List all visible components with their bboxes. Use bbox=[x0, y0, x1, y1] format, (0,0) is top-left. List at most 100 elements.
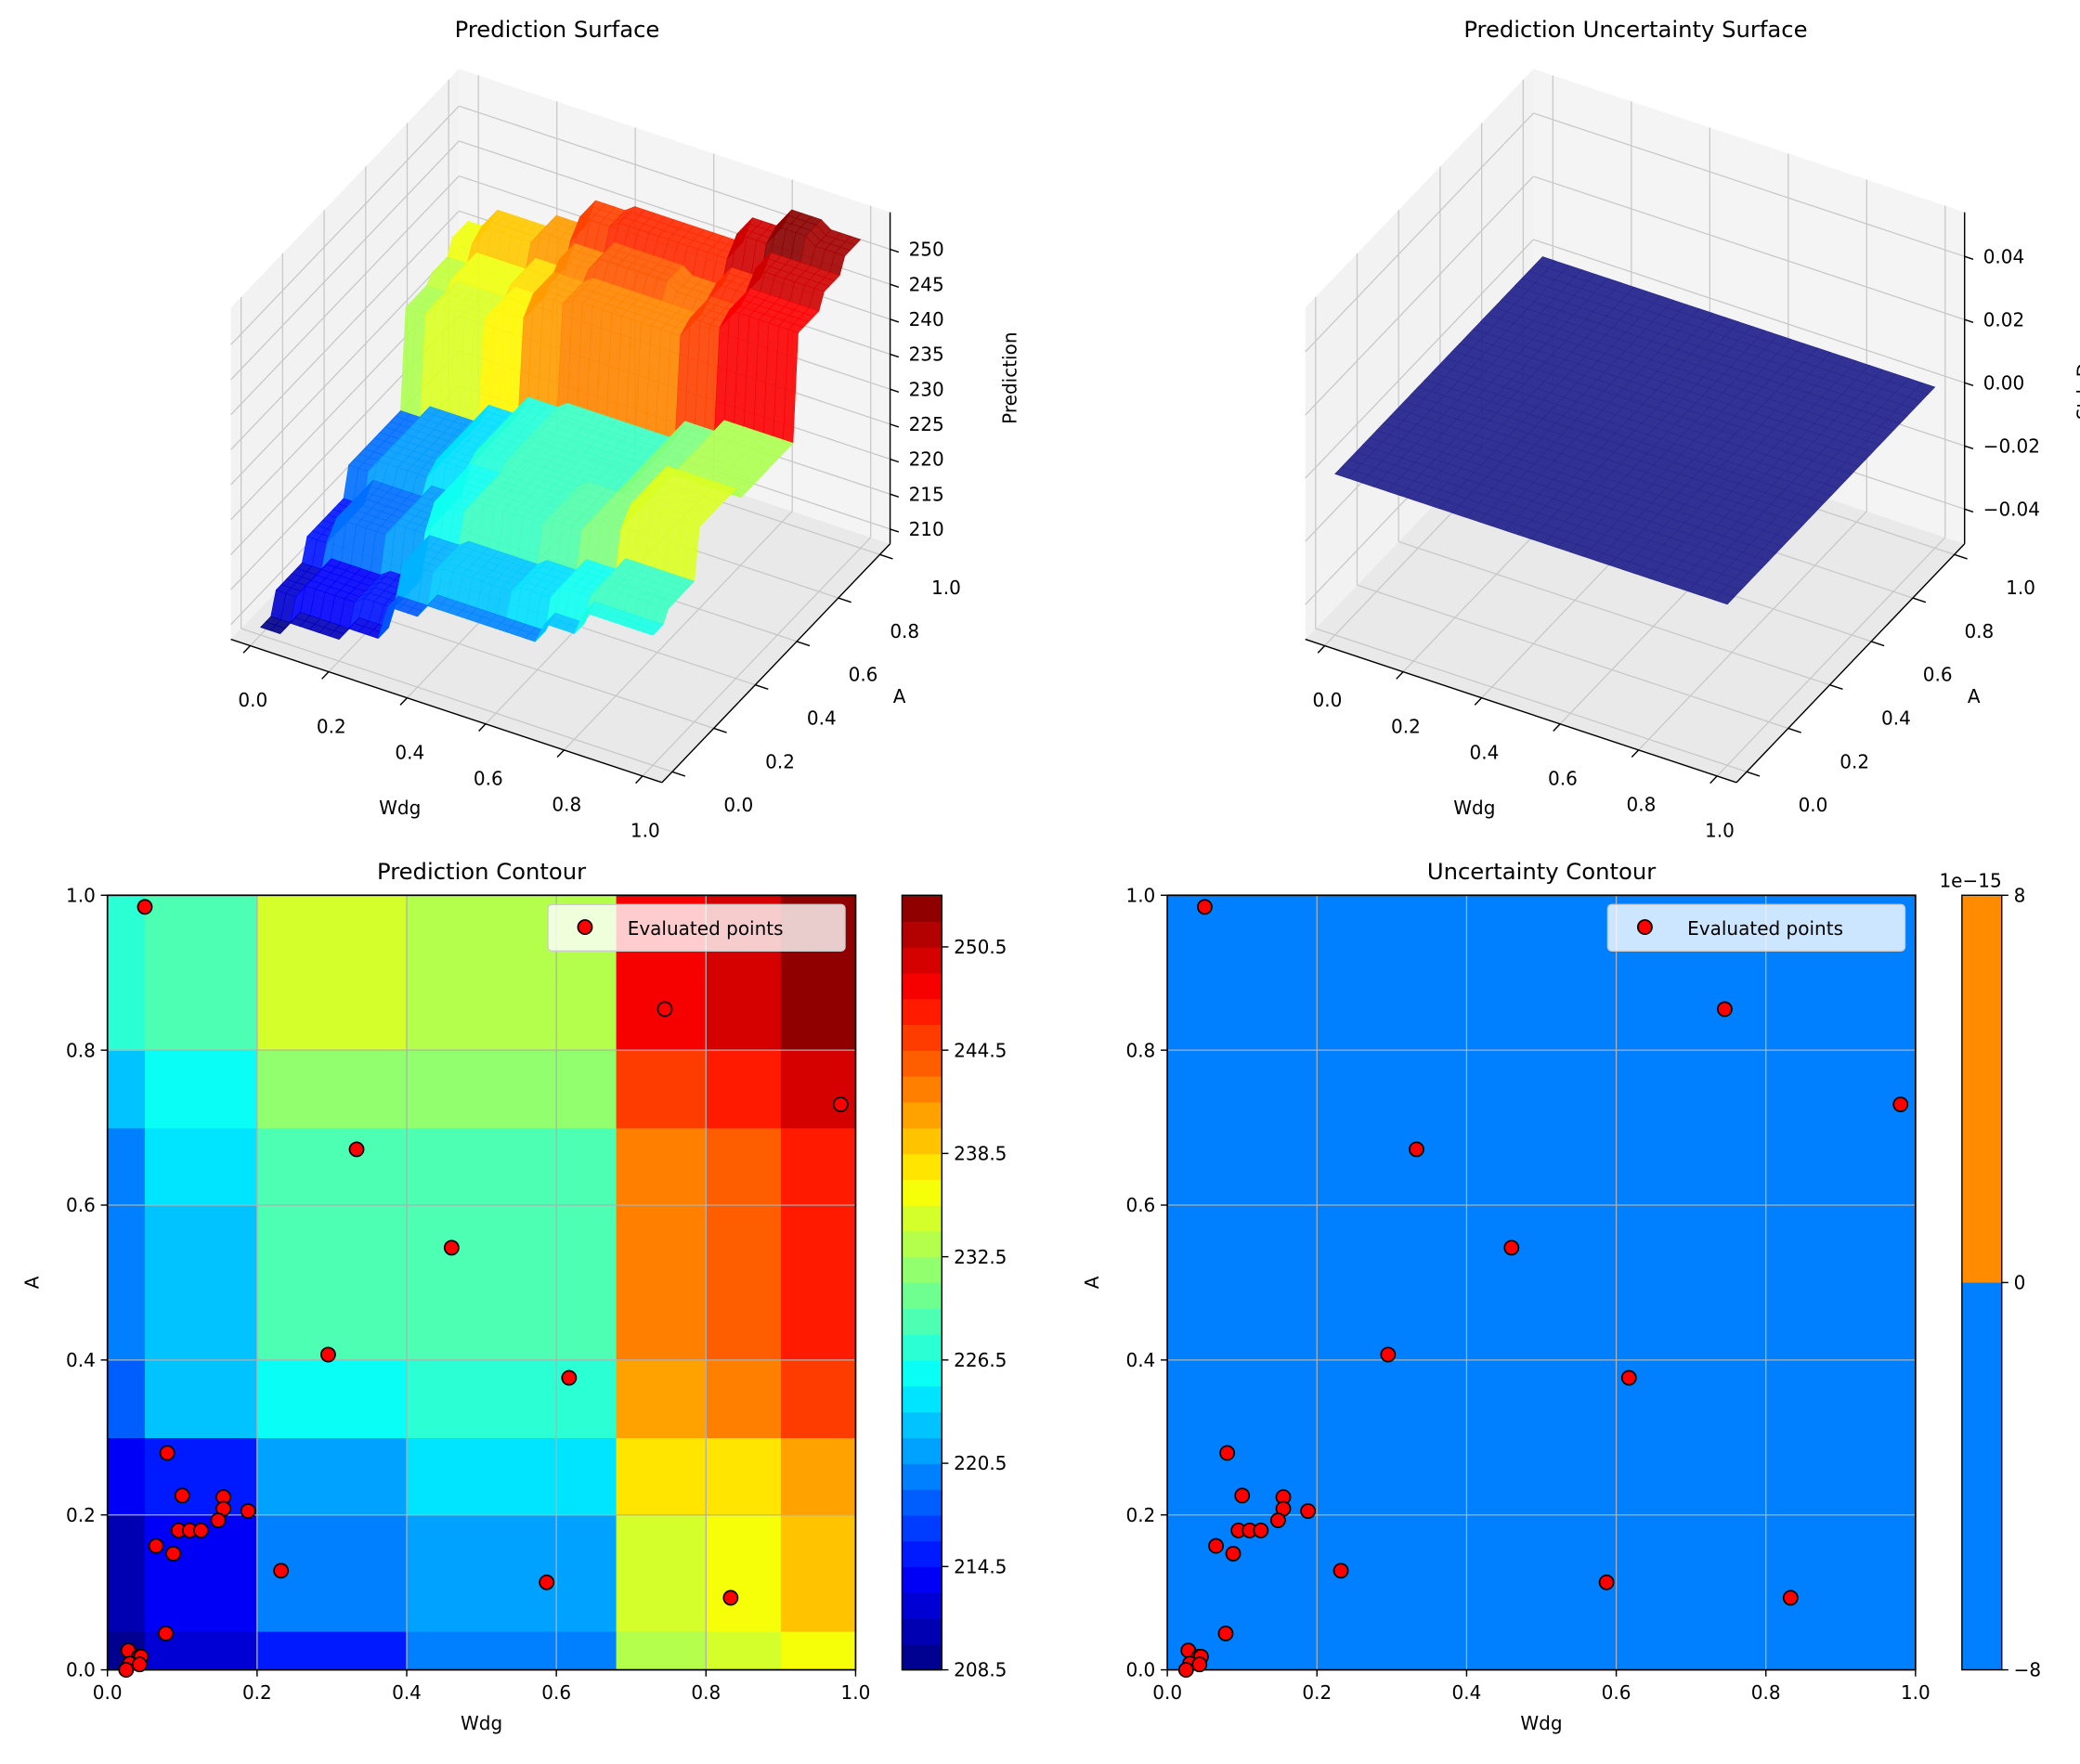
evaluated-point bbox=[1177, 1662, 1194, 1678]
colorbar-band bbox=[902, 1101, 942, 1129]
colorbar-tick-label: 250.5 bbox=[954, 936, 1007, 958]
colorbar-band bbox=[902, 1282, 942, 1309]
y-tick-label: 0.2 bbox=[765, 750, 795, 772]
evaluated-point bbox=[131, 1656, 148, 1673]
colorbar-tick-label: 238.5 bbox=[954, 1143, 1007, 1165]
x-tick-label: 0.6 bbox=[474, 767, 503, 789]
x-tick bbox=[399, 697, 408, 706]
z-tick bbox=[890, 458, 900, 463]
contour-region bbox=[107, 1205, 146, 1361]
grid-line bbox=[230, 140, 460, 381]
contour-region bbox=[616, 1514, 707, 1632]
y-tick bbox=[838, 597, 852, 603]
evaluated-point bbox=[240, 1503, 256, 1519]
z-tick bbox=[890, 423, 900, 428]
y-axis-line bbox=[661, 543, 891, 784]
evaluated-point bbox=[1300, 1503, 1317, 1519]
z-tick bbox=[1964, 508, 1974, 513]
y-tick-label: 0.8 bbox=[890, 620, 919, 642]
contour-region bbox=[780, 1205, 857, 1361]
evaluated-point bbox=[1219, 1445, 1236, 1461]
evaluated-point bbox=[158, 1625, 174, 1641]
y-tick-label: 0.2 bbox=[1840, 750, 1869, 772]
colorbar-band bbox=[902, 1385, 942, 1413]
contour-region bbox=[407, 1127, 618, 1206]
title-prediction-surface: Prediction Surface bbox=[455, 16, 660, 43]
contour-region bbox=[407, 1514, 618, 1632]
contour-region bbox=[256, 1630, 408, 1671]
z-tick bbox=[1964, 318, 1974, 323]
contour-region bbox=[616, 1630, 707, 1671]
grid-line bbox=[1398, 540, 1830, 686]
y-tick-label: 0.0 bbox=[1125, 1659, 1155, 1681]
evaluated-point bbox=[1332, 1563, 1349, 1579]
contour-region bbox=[616, 1359, 707, 1439]
contour-region bbox=[706, 972, 782, 1051]
contour-region bbox=[616, 1050, 707, 1129]
y-tick-label: 0.4 bbox=[1881, 707, 1911, 730]
contour-region bbox=[706, 1359, 782, 1439]
y-tick bbox=[1912, 597, 1927, 603]
legend-label: Evaluated points bbox=[1687, 917, 1843, 940]
evaluated-point bbox=[118, 1662, 135, 1678]
grid-line bbox=[1315, 628, 1748, 772]
title-uncertainty-contour: Uncertainty Contour bbox=[1427, 858, 1656, 885]
evaluated-point bbox=[319, 1346, 336, 1363]
y-tick-label: 1.0 bbox=[931, 577, 961, 599]
colorbar-tick-label: 226.5 bbox=[954, 1349, 1007, 1371]
contour-region bbox=[256, 895, 408, 974]
colorbar-exponent: 1e−15 bbox=[1939, 870, 2001, 892]
y-tick-label: 0.8 bbox=[1125, 1039, 1155, 1061]
colorbar-band bbox=[902, 1308, 942, 1335]
z-tick bbox=[890, 248, 900, 253]
x-tick bbox=[1631, 749, 1640, 759]
contour-region bbox=[706, 1630, 782, 1671]
x-tick-label: 0.4 bbox=[395, 741, 424, 763]
z-tick-label: 235 bbox=[909, 344, 944, 366]
y-axis-label: A bbox=[20, 1276, 43, 1289]
evaluated-point bbox=[1782, 1589, 1799, 1606]
colorbar-band bbox=[902, 1127, 942, 1155]
title-prediction-contour: Prediction Contour bbox=[377, 858, 586, 885]
z-tick bbox=[1964, 382, 1974, 387]
x-tick bbox=[1553, 723, 1561, 732]
contour-region bbox=[107, 1359, 146, 1439]
evaluated-point bbox=[148, 1537, 164, 1554]
contour-region bbox=[145, 1050, 258, 1129]
x-tick-label: 0.2 bbox=[1302, 1681, 1332, 1704]
evaluated-point bbox=[1892, 1096, 1909, 1112]
x-tick-label: 0.8 bbox=[691, 1681, 721, 1704]
prediction-surface-3d: 0.0 0.2 0.4 0.6 0.8 1.0 0.0 0.2 0.4 0.6 0.8 1.0 210 2… bbox=[230, 69, 1020, 842]
z-axis-label: Std. Dev. bbox=[2073, 336, 2080, 420]
evaluated-point bbox=[1269, 1512, 1286, 1528]
x-axis-label: Wdg bbox=[461, 1712, 502, 1734]
y-axis-label: A bbox=[1081, 1276, 1103, 1289]
x-tick-label: 0.8 bbox=[552, 794, 581, 816]
prediction-contour-plot: 0.0 0.2 0.4 0.6 0.8 1.0 0.0 0.2 0.4 0.6 0.8 1.0 Wdg A… bbox=[20, 884, 1007, 1733]
evaluated-point bbox=[210, 1512, 227, 1528]
z-tick bbox=[890, 493, 900, 498]
z-tick-label: 0.02 bbox=[1983, 308, 2025, 331]
colorbar-band bbox=[902, 1643, 942, 1671]
x-tick-label: 0.0 bbox=[1152, 1681, 1182, 1704]
colorbar-tick-label: 244.5 bbox=[954, 1039, 1007, 1061]
contour-region bbox=[616, 1127, 707, 1206]
z-tick-label: −0.02 bbox=[1983, 435, 2040, 457]
y-tick-label: 0.6 bbox=[1125, 1194, 1155, 1216]
evaluated-point bbox=[1380, 1346, 1397, 1363]
contour-region bbox=[145, 972, 258, 1051]
grid-line bbox=[230, 245, 460, 486]
left-pane bbox=[230, 69, 460, 640]
x-tick-label: 0.6 bbox=[1548, 767, 1578, 789]
x-tick bbox=[1474, 697, 1483, 706]
colorbar-band bbox=[902, 1566, 942, 1593]
contour-region bbox=[145, 1127, 258, 1206]
contour-region bbox=[107, 972, 146, 1051]
x-tick bbox=[1396, 671, 1404, 680]
contour-region bbox=[107, 1050, 146, 1129]
colorbar-band bbox=[902, 1514, 942, 1542]
x-tick bbox=[556, 749, 565, 759]
x-tick-label: 0.6 bbox=[541, 1681, 571, 1704]
contour-region bbox=[616, 1205, 707, 1361]
evaluated-point bbox=[174, 1487, 190, 1504]
